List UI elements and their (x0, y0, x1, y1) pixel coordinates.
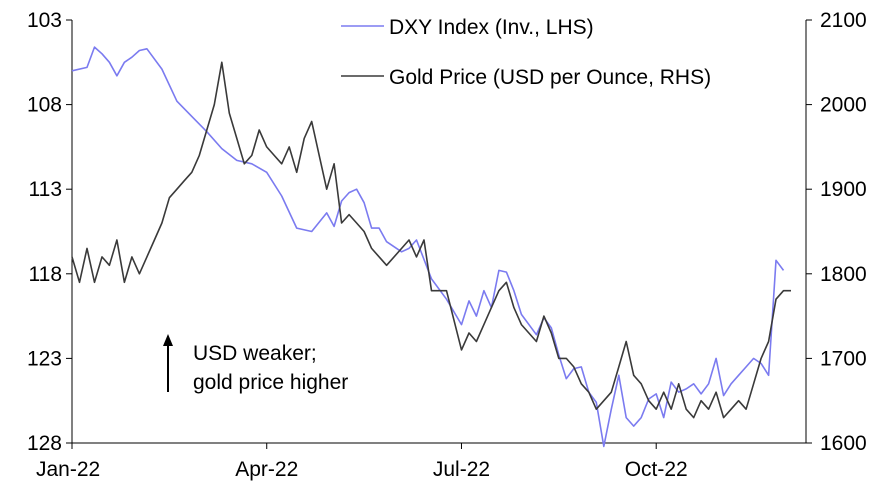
right-axis-ticks: 2100 2000 1900 1800 1700 1600 (806, 9, 867, 455)
right-tick-label: 1900 (820, 178, 867, 201)
left-tick-label: 113 (29, 178, 62, 201)
legend-label-gold: Gold Price (USD per Ounce, RHS) (389, 66, 711, 89)
annotation-line-2: gold price higher (193, 371, 348, 394)
x-tick-label: Jul-22 (433, 458, 490, 481)
right-tick-label: 1800 (820, 263, 867, 286)
right-tick-label: 1700 (820, 347, 867, 370)
left-tick-label: 123 (27, 347, 62, 370)
legend-item-dxy: DXY Index (Inv., LHS) (341, 16, 594, 39)
legend: DXY Index (Inv., LHS) Gold Price (USD pe… (341, 16, 711, 89)
right-tick-label: 1600 (820, 432, 867, 455)
x-tick-label: Jan-22 (36, 458, 100, 481)
gold-series-line (71, 61, 791, 419)
x-axis-ticks: Jan-22 Apr-22 Jul-22 Oct-22 (36, 443, 688, 481)
annotation-line-1: USD weaker; (193, 342, 317, 365)
dxy-series-line (71, 46, 785, 448)
left-tick-label: 108 (27, 94, 62, 117)
right-tick-label: 2000 (820, 94, 867, 117)
right-tick-label: 2100 (820, 9, 867, 32)
x-tick-label: Apr-22 (235, 458, 298, 481)
legend-item-gold: Gold Price (USD per Ounce, RHS) (341, 66, 711, 89)
plot-area: 103 108 113 118 123 128 2100 2000 1900 1800 1700 1… (27, 9, 867, 481)
left-tick-label: 103 (27, 9, 62, 32)
left-tick-label: 128 (27, 432, 62, 455)
x-tick-label: Oct-22 (625, 458, 688, 481)
arrow-head-icon (163, 334, 173, 346)
left-tick-label: 118 (29, 263, 62, 286)
left-axis-ticks: 103 108 113 118 123 128 (27, 9, 72, 455)
legend-label-dxy: DXY Index (Inv., LHS) (389, 16, 594, 39)
annotation: USD weaker; gold price higher (163, 334, 348, 394)
